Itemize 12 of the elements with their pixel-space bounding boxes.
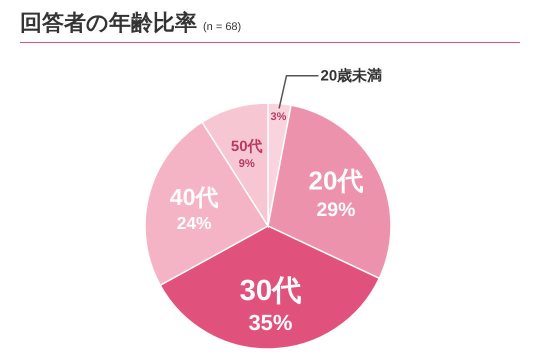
slice-label: 20代 <box>308 167 364 196</box>
data-label: 35% <box>248 310 292 336</box>
data-label: 24% <box>176 213 212 234</box>
data-label: 9% <box>238 158 255 170</box>
slice-label: 30代 <box>240 275 302 308</box>
chart-title: 回答者の年齢比率 <box>20 10 197 35</box>
slice-label: 40代 <box>170 184 219 210</box>
chart-subtitle: (n = 68) <box>203 21 242 33</box>
data-label: 3% <box>270 110 287 123</box>
slice-label: 20歳未満 <box>320 68 382 85</box>
data-label: 29% <box>316 199 356 222</box>
slice-label: 50代 <box>230 138 263 155</box>
